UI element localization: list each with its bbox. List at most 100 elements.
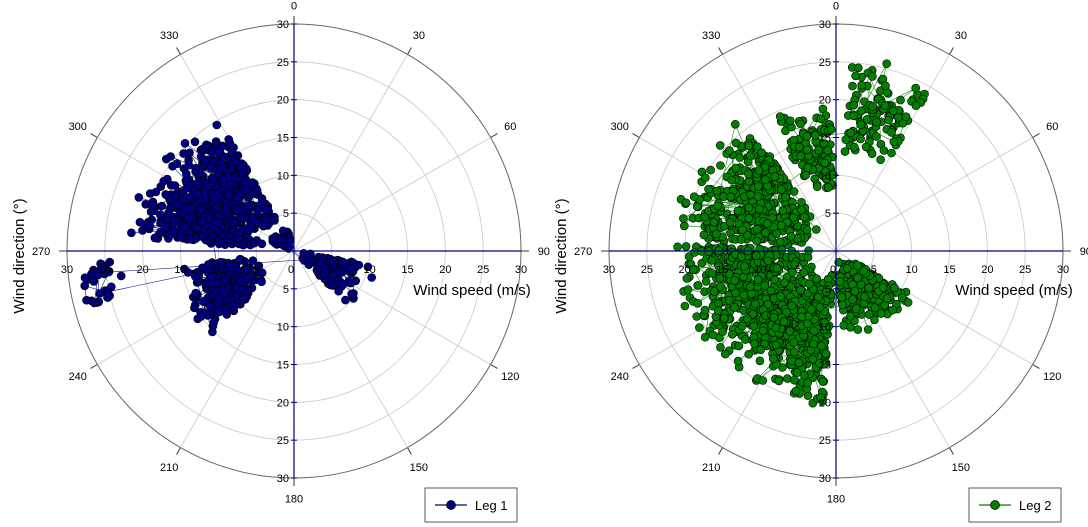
data-point <box>277 235 287 245</box>
data-point <box>716 342 725 352</box>
data-point <box>868 72 877 81</box>
data-point <box>199 297 208 307</box>
data-point <box>224 261 234 271</box>
data-point <box>186 204 196 213</box>
data-point <box>692 202 702 211</box>
data-point <box>218 174 228 184</box>
data-point <box>196 204 206 214</box>
data-point <box>248 256 258 266</box>
data-point <box>168 227 178 237</box>
radial-tick-label: 30 <box>819 473 831 485</box>
data-point <box>221 205 231 214</box>
data-point <box>775 112 785 121</box>
data-point <box>808 354 818 364</box>
legend: Leg 2 <box>968 487 1062 523</box>
data-point <box>170 181 180 190</box>
data-point <box>208 173 217 183</box>
angular-tick-mark <box>632 133 640 138</box>
data-point <box>763 219 772 228</box>
data-point <box>199 231 208 241</box>
data-point <box>693 298 703 308</box>
angular-tick-label: 270 <box>32 246 50 258</box>
angular-tick-mark <box>407 47 412 55</box>
data-point <box>809 326 819 336</box>
angular-tick-mark <box>949 447 954 455</box>
polar-chart-2: 5 5 5 5 10 10 10 10 15 15 15 15 20 20 20 20 25 25 25 25 30 30… <box>553 0 1088 523</box>
data-point <box>884 115 893 125</box>
data-point <box>278 226 288 236</box>
radial-tick-label: 25 <box>99 264 111 276</box>
legend: Leg 1 <box>424 487 518 523</box>
data-point <box>789 375 799 385</box>
data-point <box>338 279 348 289</box>
data-point <box>882 293 892 303</box>
data-point <box>744 169 753 179</box>
data-point <box>817 341 826 351</box>
data-point <box>203 182 213 192</box>
data-point <box>233 206 243 215</box>
data-point <box>244 227 253 236</box>
data-point <box>815 302 825 312</box>
data-point <box>127 228 136 238</box>
data-point <box>861 142 871 152</box>
data-point <box>814 145 824 155</box>
data-point <box>864 310 874 319</box>
legend-marker <box>446 500 456 510</box>
radial-tick-label: 30 <box>61 264 73 276</box>
radial-tick-label: 25 <box>819 435 831 447</box>
radial-tick-label: 20 <box>277 397 289 409</box>
angular-tick-mark <box>176 447 181 455</box>
data-point <box>776 221 786 230</box>
data-point <box>860 292 869 302</box>
data-point <box>713 306 723 316</box>
data-point <box>879 146 889 155</box>
angular-tick-label: 240 <box>69 371 87 383</box>
data-point <box>876 309 886 318</box>
data-point <box>785 326 795 336</box>
data-point <box>755 356 765 366</box>
data-point <box>785 116 795 126</box>
data-point <box>853 325 863 334</box>
angular-tick-mark <box>490 133 498 138</box>
data-point <box>786 232 796 241</box>
angular-tick-label: 0 <box>291 0 297 12</box>
data-point <box>789 187 799 196</box>
angular-tick-label: 210 <box>160 462 178 474</box>
data-point <box>320 269 329 278</box>
data-point <box>770 172 780 181</box>
data-point <box>103 291 112 300</box>
data-point <box>803 163 813 172</box>
radial-tick-label: 5 <box>825 208 831 220</box>
radial-tick-label: 10 <box>212 264 224 276</box>
data-point <box>859 266 868 276</box>
data-point <box>838 300 847 310</box>
data-point <box>242 185 252 194</box>
data-point <box>800 212 809 222</box>
data-point <box>214 148 224 158</box>
angular-tick-mark <box>949 47 954 55</box>
data-point <box>145 189 155 198</box>
data-point <box>193 180 203 190</box>
data-point <box>796 119 805 129</box>
data-point <box>733 356 743 366</box>
data-point <box>693 281 703 290</box>
data-point <box>681 242 691 251</box>
data-point <box>180 223 190 232</box>
data-point <box>208 231 217 241</box>
data-point <box>739 290 749 300</box>
data-point <box>870 303 880 313</box>
angular-tick-label: 90 <box>1080 246 1088 258</box>
angular-tick-label: 60 <box>504 121 516 133</box>
data-point <box>200 156 209 166</box>
data-point <box>679 214 688 223</box>
data-point <box>774 376 784 386</box>
data-point <box>738 225 747 235</box>
data-point <box>191 288 200 298</box>
data-point <box>235 276 245 286</box>
data-point <box>758 376 768 385</box>
radial-tick-label: 25 <box>641 264 653 276</box>
data-point <box>768 213 777 223</box>
data-point <box>846 311 855 321</box>
data-point <box>772 263 782 273</box>
angular-tick-label: 210 <box>702 462 720 474</box>
